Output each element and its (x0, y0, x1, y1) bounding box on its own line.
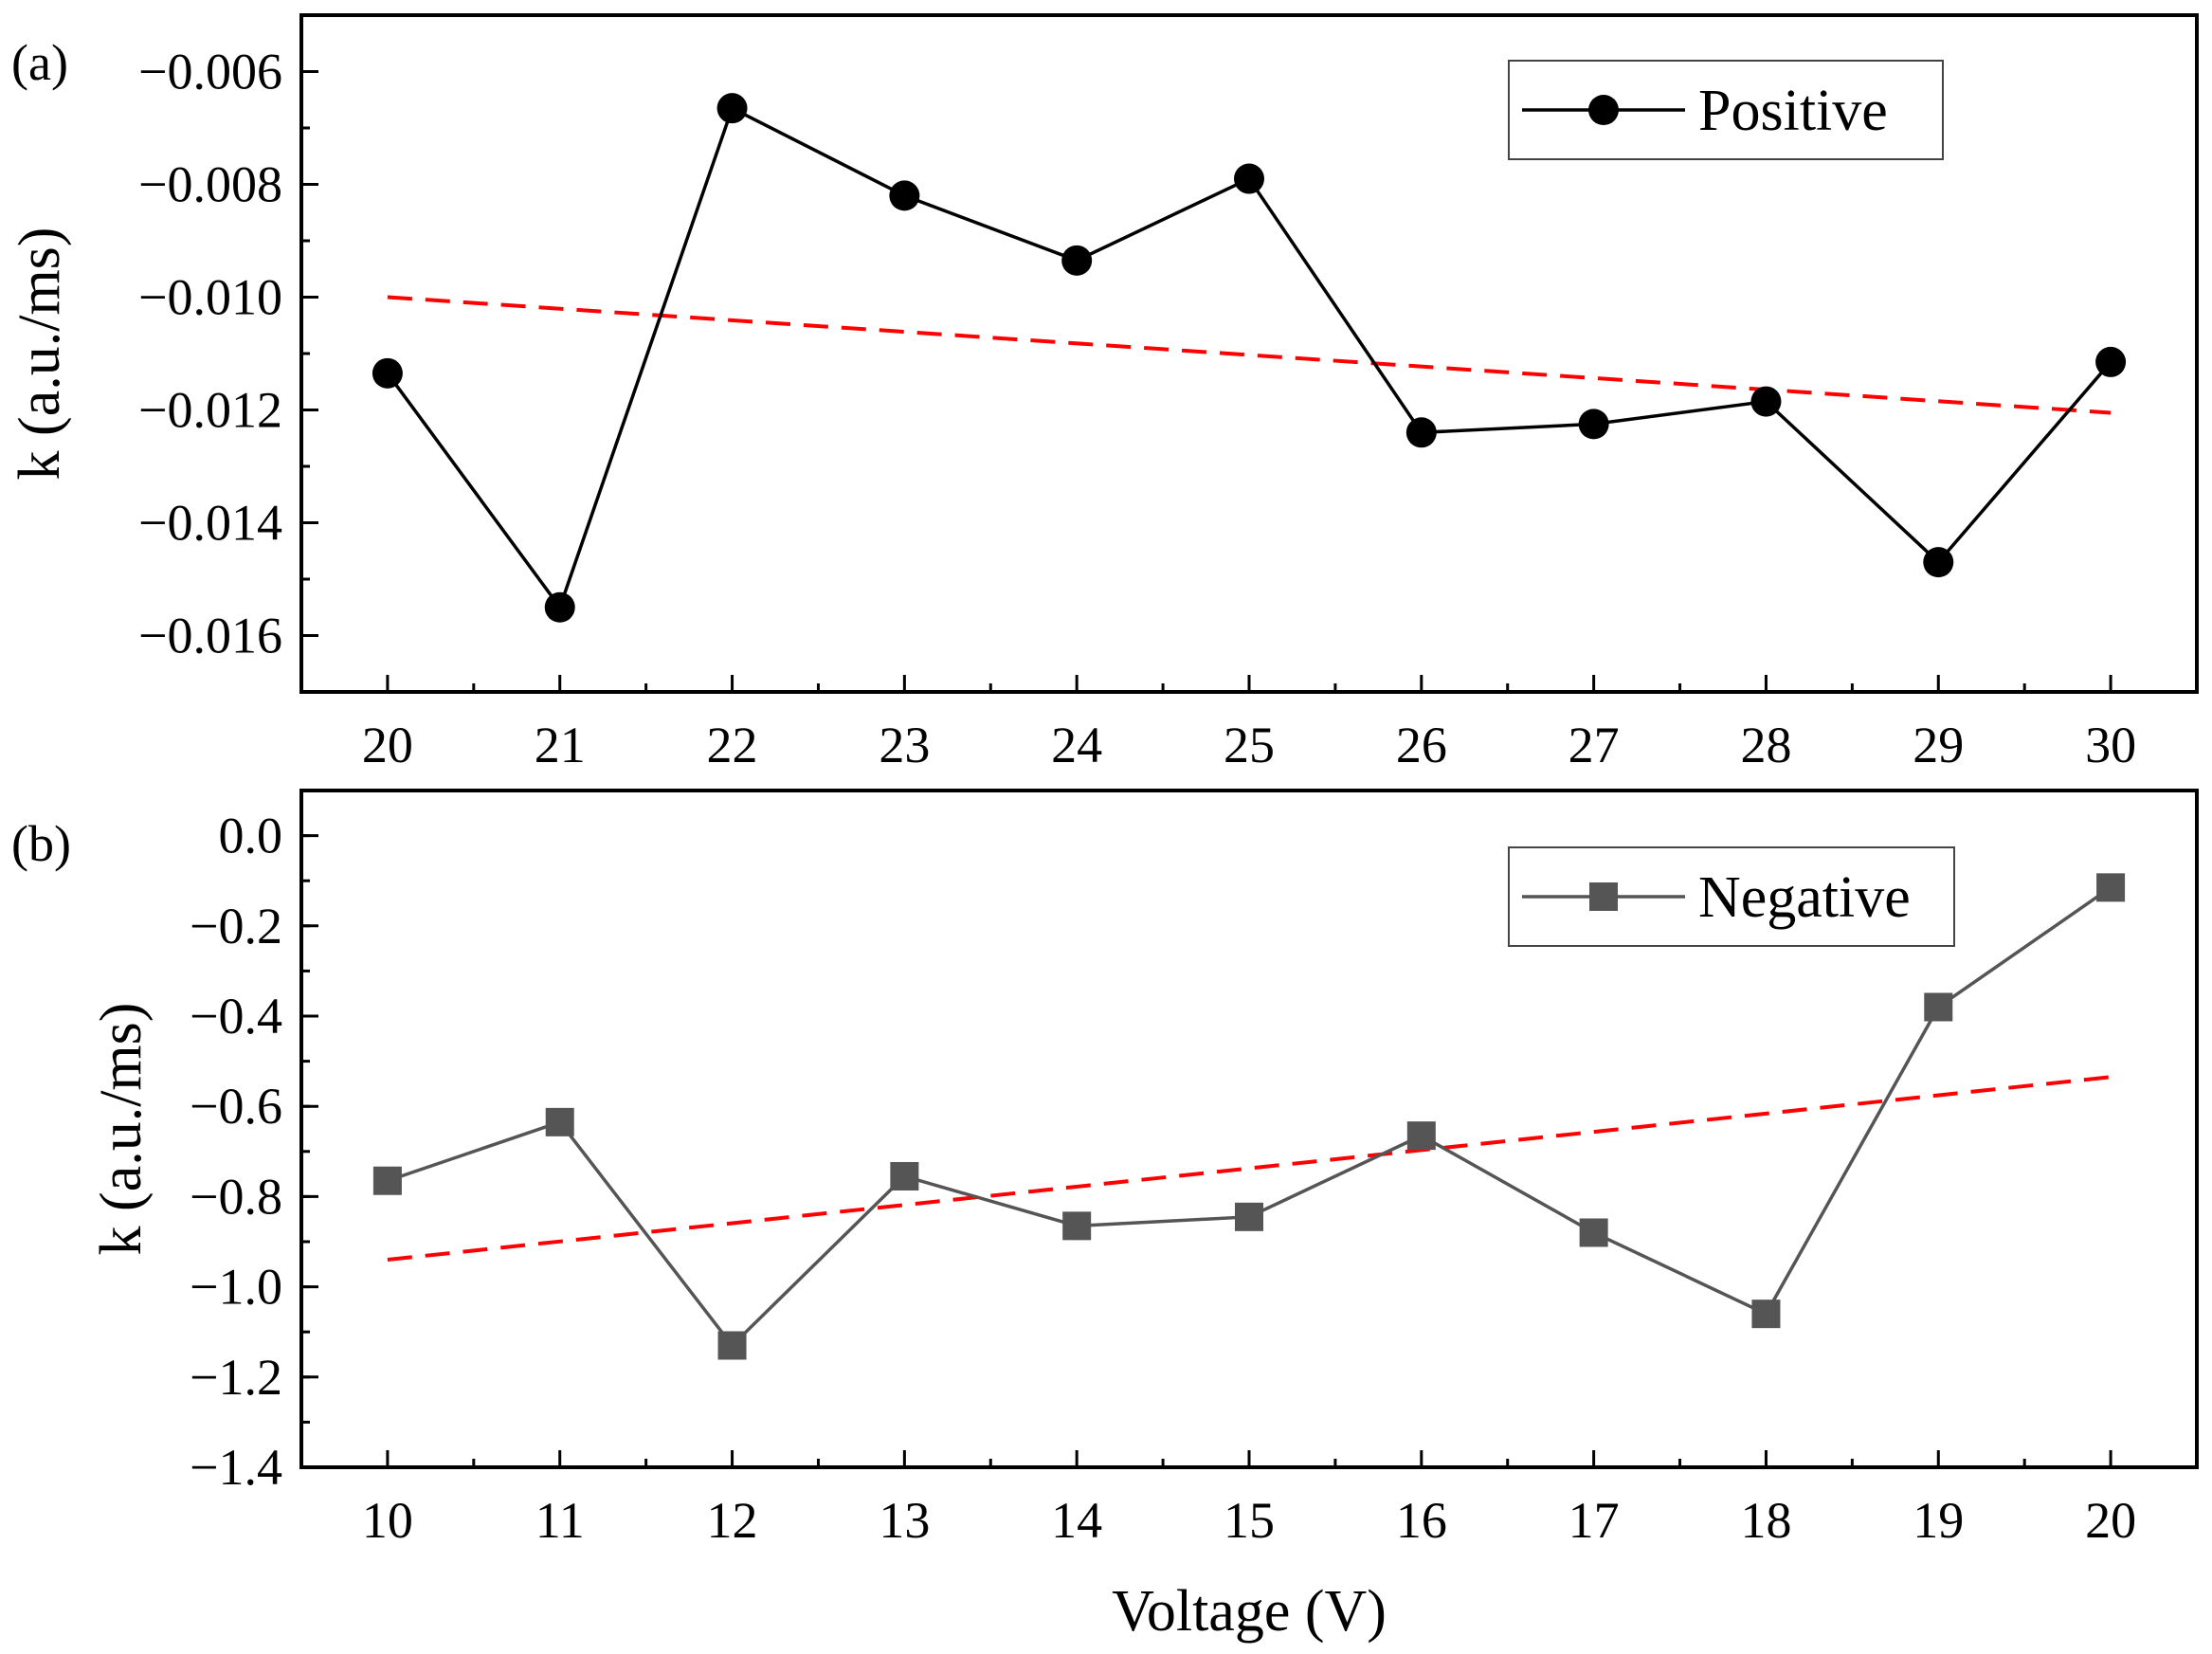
y-axis-title: k (a.u./ms) (8, 227, 72, 481)
y-tick-label: −0.014 (138, 495, 282, 552)
y-tick-label: −0.6 (190, 1078, 282, 1135)
data-point (2095, 346, 2127, 377)
data-point (889, 180, 920, 211)
data-point (1062, 1211, 1092, 1241)
x-tick-label: 13 (879, 1492, 930, 1549)
x-axis-title: Voltage (V) (1112, 1579, 1387, 1644)
data-point (890, 1161, 919, 1191)
x-tick-label: 25 (1224, 717, 1275, 773)
x-tick-label: 23 (879, 717, 930, 773)
x-tick-label: 14 (1051, 1492, 1102, 1549)
y-tick-label: −1.4 (190, 1439, 282, 1496)
data-point (1924, 992, 1953, 1022)
x-tick-label: 17 (1568, 1492, 1620, 1549)
trend-fit-line (387, 1075, 2112, 1263)
chart-panel-b: 10 11 12 13 14 15 16 17 18 19 20 0.0 −0.2 −0.4 −0.6 −0.… (11, 789, 2199, 1644)
legend-label: Negative (1698, 865, 1911, 930)
data-point (1923, 547, 1954, 578)
x-tick-label: 30 (2085, 717, 2136, 773)
data-point (372, 1166, 402, 1195)
y-tick-label: −0.8 (190, 1168, 282, 1225)
series-line (387, 885, 2112, 1349)
x-tick-label: 26 (1396, 717, 1447, 773)
x-tick-label: 21 (535, 717, 586, 773)
x-tick-label: 11 (535, 1492, 585, 1549)
x-tick-label: 12 (707, 1492, 758, 1549)
data-point (544, 591, 575, 623)
y-tick-label: −0.4 (190, 988, 282, 1045)
y-tick-label: −1.2 (190, 1349, 282, 1406)
data-point (1578, 409, 1609, 440)
y-tick-label: −0.010 (138, 269, 282, 326)
data-point (1406, 1121, 1436, 1151)
data-point (1405, 417, 1437, 448)
data-point (1750, 386, 1782, 417)
data-point (1235, 1202, 1263, 1231)
legend-label: Positive (1698, 79, 1888, 143)
x-tick-label: 22 (707, 717, 758, 773)
data-point (716, 93, 748, 124)
x-tick-label: 19 (1913, 1492, 1964, 1549)
y-axis-title: k (a.u./ms) (89, 1003, 154, 1256)
chart-panel-a: 20 21 22 23 24 25 26 27 28 29 30 −0.006 −0.008 −0.010… (8, 13, 2199, 773)
x-tick-label: 20 (362, 717, 413, 773)
legend-marker (1588, 95, 1619, 125)
legend-marker (1589, 882, 1618, 911)
x-tick-label: 27 (1568, 717, 1620, 773)
y-tick-label: −0.008 (138, 156, 282, 213)
data-point (2096, 873, 2126, 902)
x-tick-label: 10 (362, 1492, 413, 1549)
y-tick-label: −0.016 (138, 608, 282, 664)
x-tick-label: 20 (2085, 1492, 2136, 1549)
trend-fit-line (387, 295, 2112, 415)
x-tick-label: 29 (1913, 717, 1964, 773)
data-point (372, 357, 403, 389)
y-tick-label: −1.0 (190, 1259, 282, 1316)
y-tick-label: −0.2 (190, 898, 282, 954)
x-tick-label: 28 (1740, 717, 1791, 773)
data-point (717, 1331, 747, 1360)
panel-label: (b) (11, 815, 71, 872)
panel-label: (a) (11, 34, 68, 91)
y-tick-label: 0.0 (219, 808, 283, 864)
data-point (545, 1107, 574, 1136)
x-tick-label: 24 (1051, 717, 1102, 773)
y-tick-label: −0.012 (138, 382, 282, 439)
data-point (1234, 163, 1264, 194)
x-tick-label: 16 (1396, 1492, 1447, 1549)
data-point (1751, 1300, 1781, 1329)
x-tick-label: 18 (1740, 1492, 1791, 1549)
y-tick-label: −0.006 (138, 44, 282, 100)
data-point (1061, 245, 1093, 276)
data-point (1579, 1218, 1608, 1247)
x-tick-label: 15 (1224, 1492, 1275, 1549)
